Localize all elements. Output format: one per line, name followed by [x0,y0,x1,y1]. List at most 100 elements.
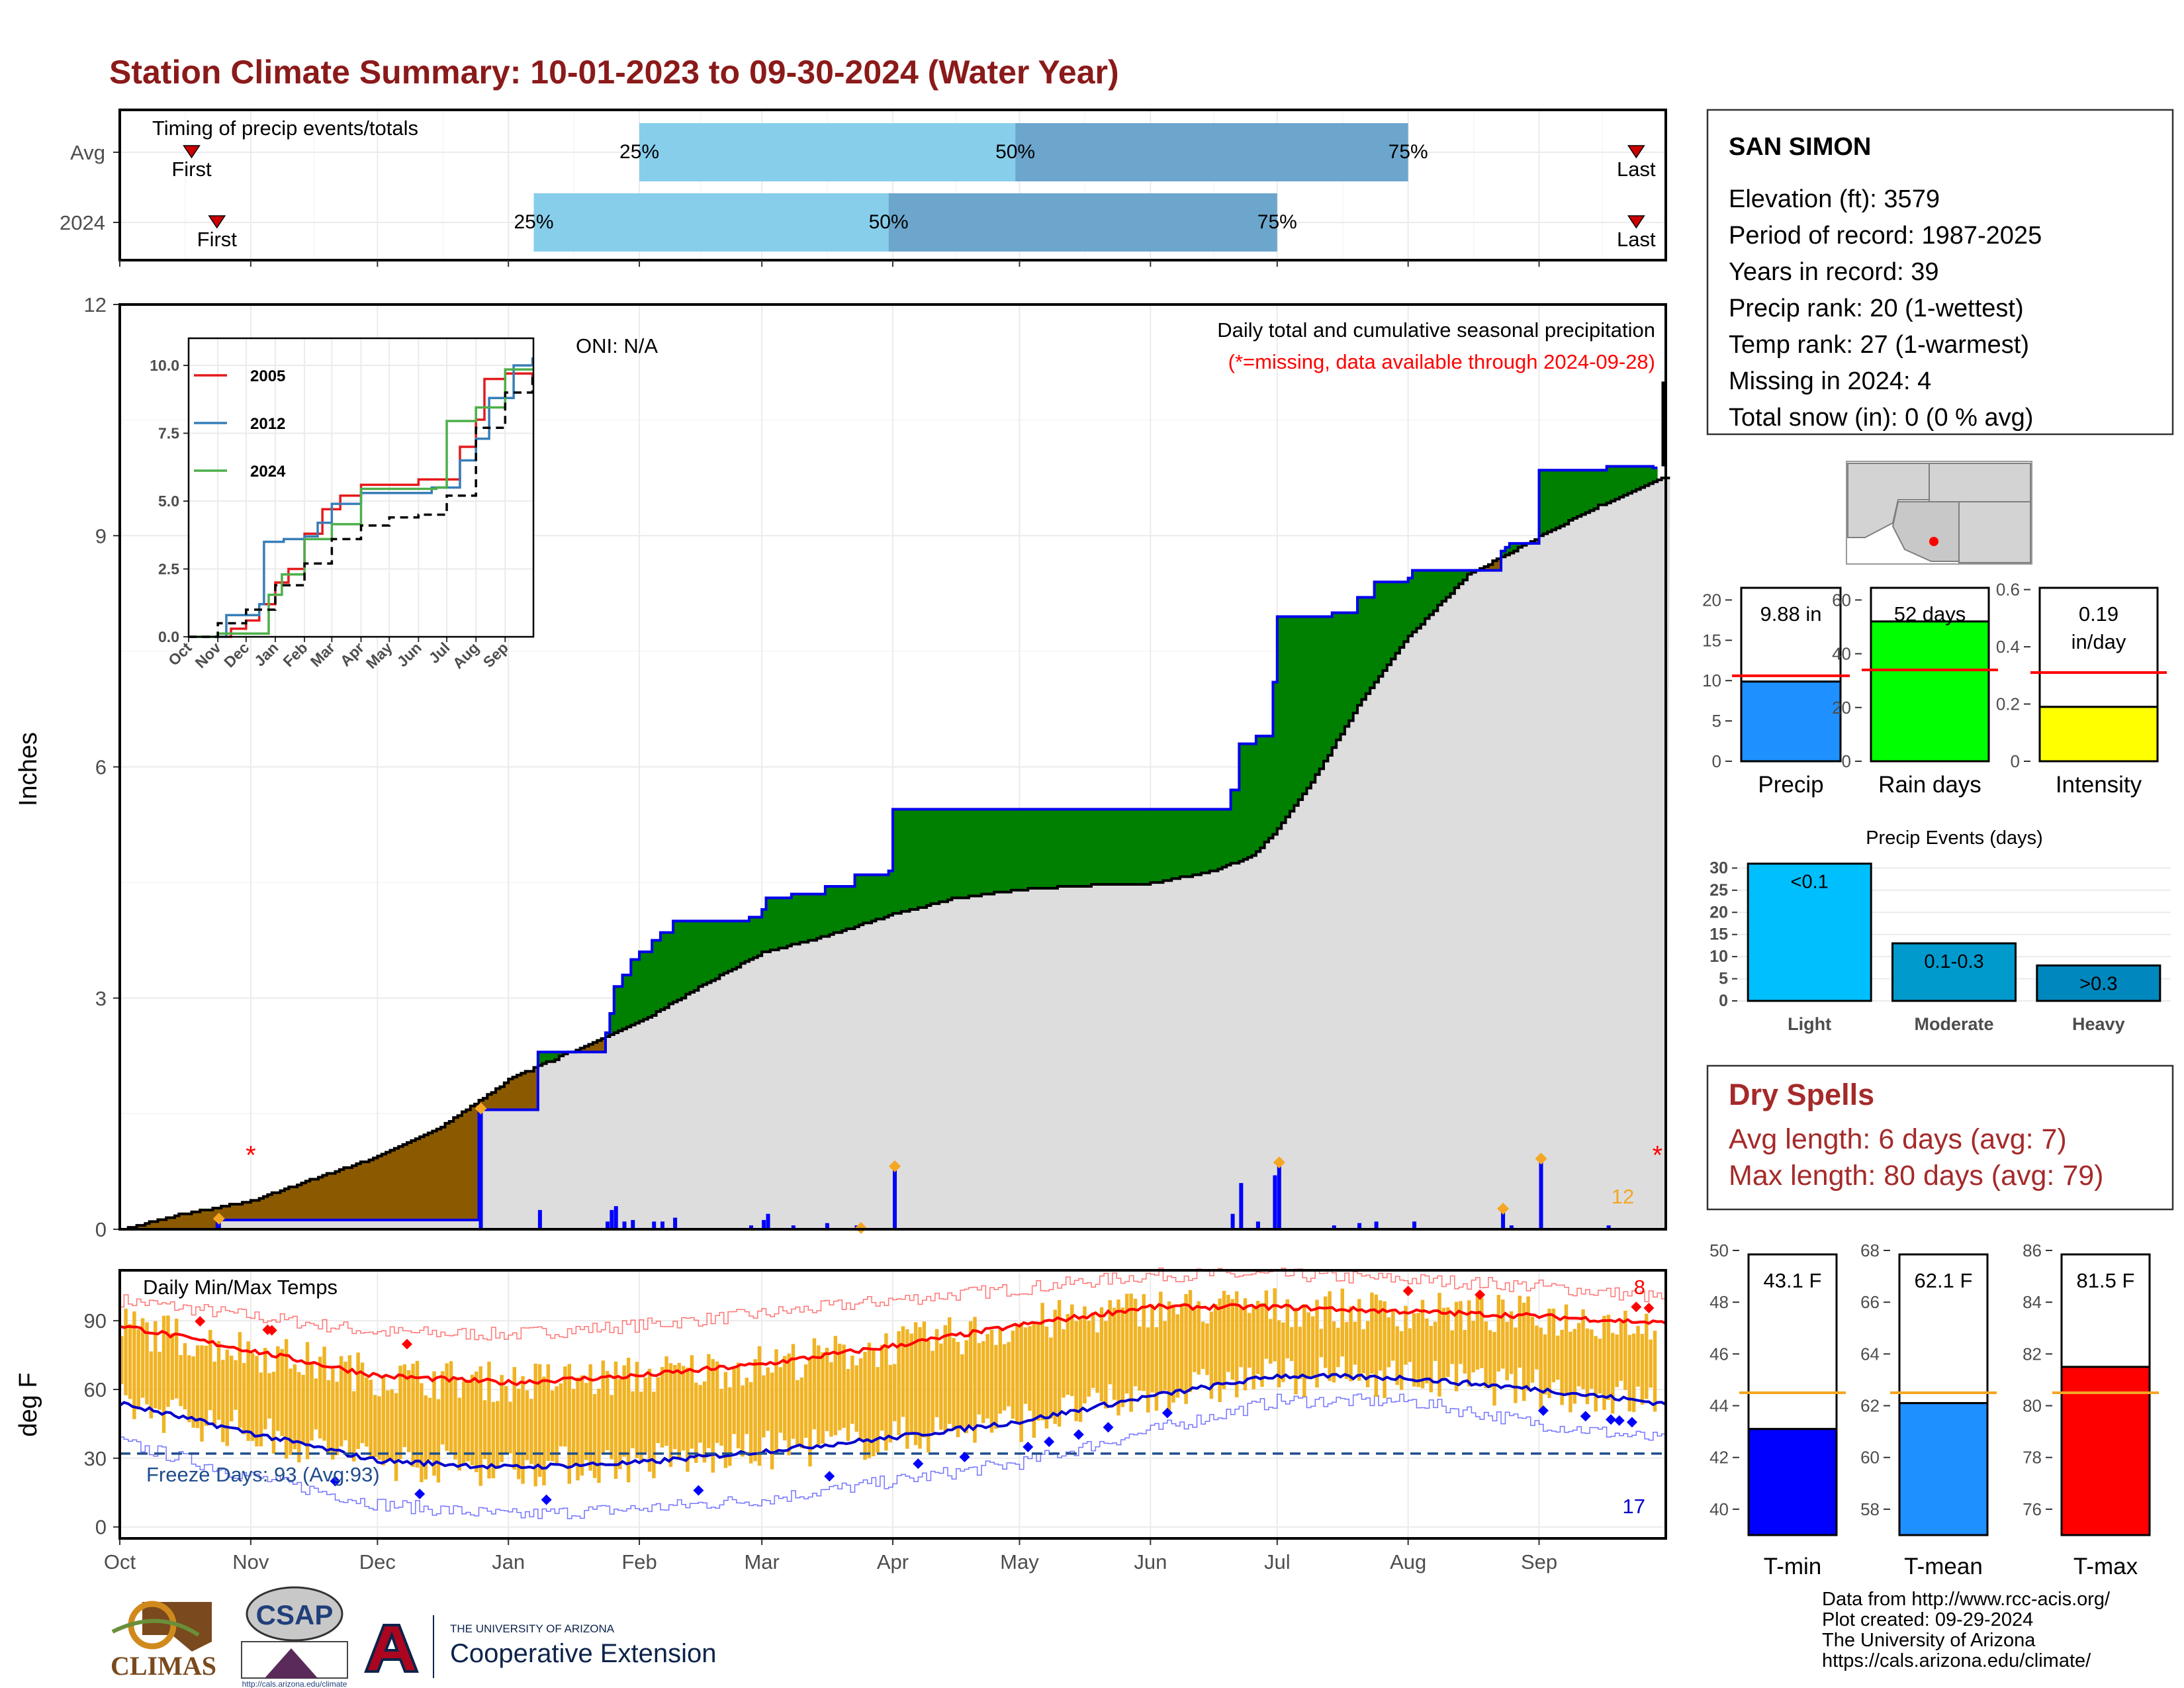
rain_days-value-label: 52 days [1894,602,1966,626]
intensity-bar [2038,706,2159,763]
precip-events-title: Precip Events (days) [1866,827,2043,849]
month-label: Apr [877,1550,909,1573]
record-min-line [120,1393,1666,1519]
precip-ytick-label: 3 [95,987,107,1010]
station-info-line: Years in record: 39 [1729,258,1939,286]
precip_total-ytick-label: 10 [1702,671,1721,690]
station-info-line: Precip rank: 20 (1-wettest) [1729,295,2024,322]
station-info-line: Total snow (in): 0 (0 % avg) [1729,404,2033,432]
temp-ytick-label: 30 [84,1447,107,1470]
record-low-marker [1044,1436,1055,1448]
first-event-marker-label: First [171,158,212,181]
dry-spells-line: Max length: 80 days (avg: 79) [1729,1160,2103,1192]
record-high-marker [1643,1303,1655,1314]
rain_days-ytick-label: 20 [1832,698,1851,718]
map-state-utah [1929,463,2031,504]
t_min-name: T-min [1764,1554,1822,1579]
month-label: Oct [104,1550,136,1573]
daily-precip-bar [1277,1164,1281,1229]
rain_days-ytick-label: 0 [1842,751,1851,771]
t_max-ytick-label: 78 [2023,1448,2042,1468]
t_min-ytick-label: 42 [1709,1448,1729,1468]
t_mean-ytick-label: 60 [1860,1448,1880,1468]
inset-legend-label: 2005 [250,367,285,385]
timing-pct-label: 75% [1388,141,1428,163]
precip-ytick-label: 9 [95,524,107,547]
month-label: Nov [232,1550,269,1573]
t_mean-ytick-label: 58 [1860,1499,1880,1519]
footer: Data from http://www.rcc-acis.org/Plot c… [111,1586,2111,1688]
intensity-label-box [2038,586,2159,708]
last-event-marker [1627,145,1645,159]
daily-precip-bar [1539,1160,1543,1229]
footer-line: Plot created: 09-29-2024 [1822,1609,2033,1630]
daily-precip-bar [766,1213,770,1229]
csap-cloud [246,1586,343,1642]
precip-panel: 0 3 6 9 12 * * Daily total and cumulative seaso… [15,293,1670,1241]
rain_days-ytick-label: 40 [1832,644,1851,664]
record-high-count: 8 [1634,1276,1645,1299]
month-label: Jul [1264,1550,1291,1573]
extreme-precip-marker [889,1160,901,1172]
month-label: Feb [621,1550,657,1573]
precip-ytick-label: 0 [95,1218,107,1241]
record-low-marker [824,1471,835,1482]
record-low-marker [330,1476,341,1487]
precip-events-bar [1747,863,1872,1002]
footer-line: https://cals.arizona.edu/climate/ [1822,1650,2091,1671]
timing-pct-label: 25% [619,141,659,163]
daily-precip-bar [1412,1221,1417,1229]
daily-precip-bar [893,1167,897,1229]
precip_total-ytick-label: 0 [1712,751,1721,771]
record-low-marker [1103,1422,1114,1433]
precip_total-bar [1740,680,1842,763]
daily-precip-bar [1501,1209,1506,1229]
t_min-ytick-label: 46 [1709,1344,1729,1364]
station-name: SAN SIMON [1729,133,1871,161]
timing-pct-label: 25% [514,211,553,233]
precip-events-ytick-label: 20 [1709,903,1728,921]
inset-line-2024 [189,368,534,638]
record-low-marker [1606,1414,1617,1425]
t_min-bar [1747,1428,1838,1536]
precip-events-bar-label: >0.3 [2079,974,2117,995]
precip-panel-subtitle: (*=missing, data available through 2024-… [1228,350,1655,373]
daily-precip-bar [1273,1175,1277,1229]
avg-cumulative-area [120,477,1670,1229]
normal-min-line [118,1372,1666,1470]
timing-bar-25-50 [533,193,889,252]
t_min-ytick-label: 50 [1709,1241,1729,1260]
station-info-line: Period of record: 1987-2025 [1729,222,2042,250]
daily-precip-bar [1374,1221,1379,1229]
climas-logo-shape [142,1602,212,1652]
first-event-marker-label: First [197,228,238,251]
first-event-marker [208,215,226,229]
climas-logo-swoosh [111,1618,200,1637]
t_min-label-box [1747,1253,1838,1430]
precip_total-value-label: 9.88 in [1760,602,1821,626]
record-low-marker [1073,1429,1084,1440]
precip-events-bar-label: <0.1 [1791,872,1829,893]
t_max-ytick-label: 76 [2023,1499,2042,1519]
freeze-days-label: Freeze Days: 93 (Avg:93) [146,1463,380,1486]
inset-ytick-label: 7.5 [158,425,179,442]
month-label: Jan [492,1550,525,1573]
t_min-value-label: 43.1 F [1764,1269,1822,1292]
oni-label: ONI: N/A [576,334,658,357]
summary-panels: SAN SIMON Elevation (ft): 3579 Period of r… [1702,109,2174,1579]
record-low-marker [913,1458,924,1470]
t_mean-name: T-mean [1904,1554,1983,1579]
footer-line: Data from http://www.rcc-acis.org/ [1822,1589,2111,1610]
daily-precip-bar [478,1109,483,1229]
intensity-ytick-label: 0 [2011,751,2020,771]
station-info-line: Missing in 2024: 4 [1729,367,1931,395]
footer-line: The University of Arizona [1822,1630,2036,1651]
t_mean-label-box [1898,1253,1989,1405]
normal-max-line [119,1303,1666,1386]
inset-legend-label: 2012 [250,415,285,433]
inset-ytick-label: 5.0 [158,492,179,510]
month-label: Aug [1390,1550,1426,1573]
page-title: Station Climate Summary: 10-01-2023 to 0… [109,54,1119,91]
precip_total-ytick-label: 5 [1712,711,1721,731]
temp-ytick-label: 90 [84,1309,107,1333]
